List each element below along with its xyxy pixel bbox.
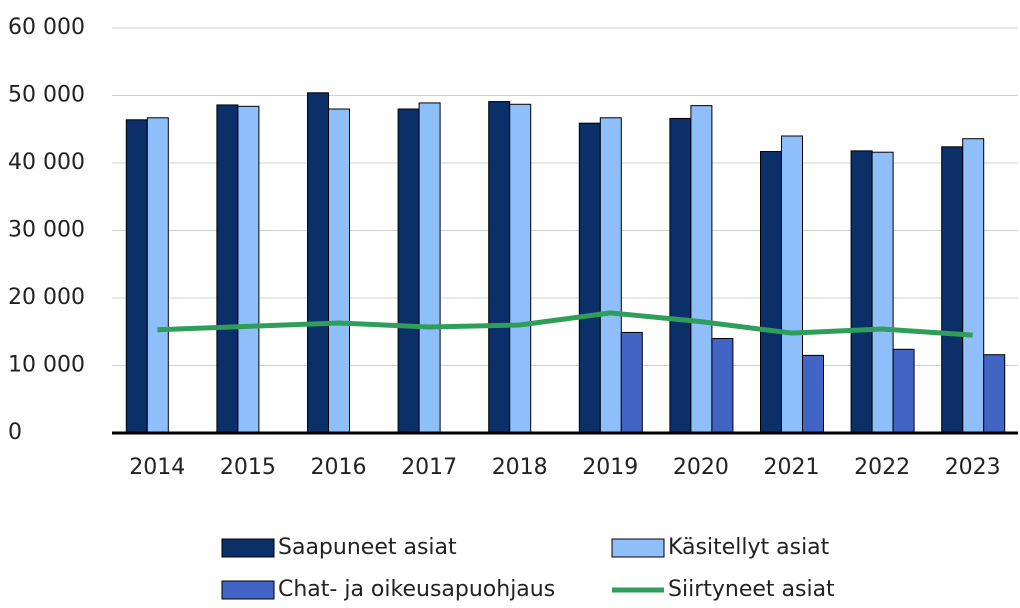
bar xyxy=(690,105,713,434)
y-tick-label: 60 000 xyxy=(8,15,85,40)
y-tick-label: 50 000 xyxy=(8,83,85,108)
x-tick-label: 2023 xyxy=(945,455,1001,480)
bar xyxy=(871,151,894,434)
y-tick-label: 30 000 xyxy=(8,218,85,243)
bar xyxy=(216,104,239,434)
bar xyxy=(418,102,441,434)
legend-label: Siirtyneet asiat xyxy=(668,577,835,602)
bar xyxy=(146,117,169,434)
bar xyxy=(620,331,643,434)
legend-label: Saapuneet asiat xyxy=(278,535,457,560)
bar xyxy=(962,138,985,434)
bar xyxy=(328,108,350,434)
bar xyxy=(983,354,1006,434)
x-tick-label: 2020 xyxy=(673,455,729,480)
bar xyxy=(781,135,803,434)
bar xyxy=(850,150,873,434)
bar xyxy=(578,122,601,434)
legend-label: Chat- ja oikeusapuohjaus xyxy=(278,577,555,602)
bar xyxy=(237,105,260,434)
x-tick-label: 2021 xyxy=(764,455,820,480)
bar xyxy=(802,354,824,434)
bar xyxy=(892,348,915,434)
y-tick-label: 0 xyxy=(8,420,22,445)
bar xyxy=(599,117,622,434)
legend-swatch xyxy=(221,580,275,600)
x-tick-label: 2015 xyxy=(220,455,276,480)
x-tick-label: 2017 xyxy=(401,455,457,480)
bar xyxy=(941,146,964,434)
legend-swatch xyxy=(611,538,665,558)
bar xyxy=(509,103,532,434)
line-series xyxy=(157,310,973,338)
bar xyxy=(125,119,148,434)
bar xyxy=(669,117,692,434)
x-tick-label: 2018 xyxy=(492,455,548,480)
bar xyxy=(307,92,329,434)
x-tick-label: 2014 xyxy=(129,455,185,480)
legend-swatch xyxy=(221,538,275,558)
y-tick-label: 40 000 xyxy=(8,150,85,175)
bar xyxy=(711,338,734,434)
x-tick-label: 2019 xyxy=(582,455,638,480)
bar xyxy=(397,108,420,434)
x-tick-label: 2016 xyxy=(311,455,367,480)
bar xyxy=(760,151,782,434)
y-tick-label: 10 000 xyxy=(8,353,85,378)
bar xyxy=(488,101,511,434)
x-tick-label: 2022 xyxy=(854,455,910,480)
legend-label: Käsitellyt asiat xyxy=(668,535,830,560)
y-tick-label: 20 000 xyxy=(8,285,85,310)
